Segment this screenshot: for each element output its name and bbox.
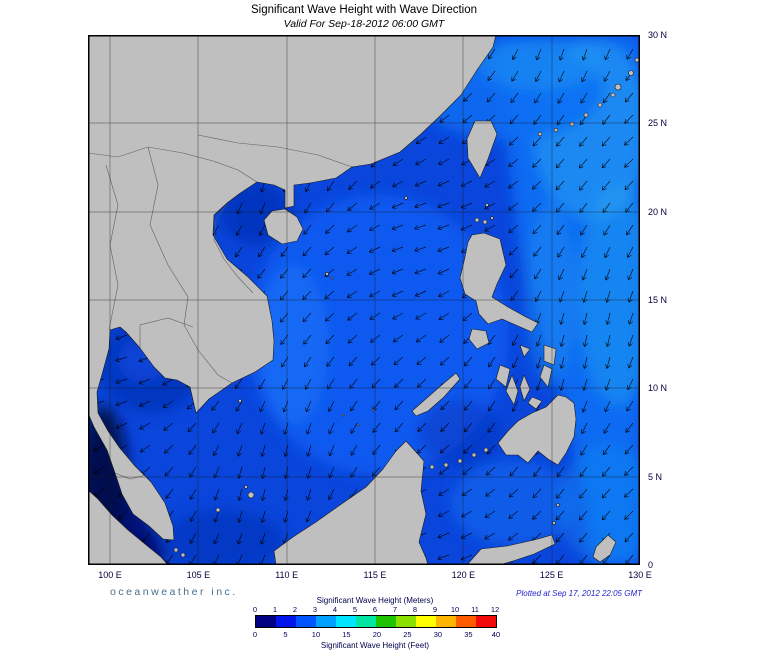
- legend-feet-tick: 15: [342, 630, 351, 639]
- legend-feet-ticks: 0 5 10 15 20 25 30 35 40: [252, 630, 500, 639]
- land-hainan: [263, 208, 304, 245]
- land-layer: [88, 35, 640, 565]
- land-luzon: [459, 232, 539, 333]
- legend-meters-tick: 7: [392, 605, 398, 614]
- legend-meters-ticks: 0 1 2 3 4 5 6 7 8 9 10 11 12: [252, 605, 499, 614]
- lat-label: 15 N: [648, 294, 668, 305]
- land-negros: [505, 374, 519, 406]
- lat-label: 5 N: [648, 471, 663, 482]
- lat-label: 20 N: [648, 206, 668, 217]
- legend-colorbar: [255, 615, 497, 628]
- lat-label: 10 N: [648, 383, 668, 394]
- legend-feet-tick: 5: [283, 630, 288, 639]
- lat-label: 30 N: [648, 30, 668, 40]
- lon-label: 120 E: [451, 570, 476, 580]
- legend-feet-tick: 40: [491, 630, 501, 639]
- legend-meters-tick: 11: [471, 605, 479, 614]
- legend-feet-tick: 30: [433, 630, 443, 639]
- legend-color-segment: [376, 616, 396, 627]
- legend-color-segment: [336, 616, 356, 627]
- legend-meters-label: Significant Wave Height (Meters): [316, 596, 434, 605]
- legend-meters-tick: 1: [272, 605, 278, 614]
- legend-feet-tick: 0: [252, 630, 258, 639]
- land-halmahera: [592, 534, 617, 563]
- lon-label: 130 E: [628, 570, 652, 580]
- grid-layer: [88, 35, 640, 565]
- map-border: [88, 35, 640, 565]
- legend-color-segment: [416, 616, 436, 627]
- lat-label: 0: [648, 559, 654, 570]
- branding-text: oceanweather inc.: [110, 586, 238, 598]
- legend-meters-tick: 4: [332, 605, 338, 614]
- legend-meters-tick: 10: [450, 605, 460, 614]
- legend-feet-label: Significant Wave Height (Feet): [320, 641, 430, 650]
- land-borneo: [273, 440, 429, 565]
- legend-feet-tick: 10: [311, 630, 321, 639]
- land-sumatra: [88, 489, 169, 565]
- lon-label: 105 E: [186, 570, 211, 580]
- land-bohol: [527, 396, 543, 410]
- legend-meters-tick: 2: [292, 605, 298, 614]
- land-mainland-asia: [88, 35, 497, 541]
- legend-meters-tick: 3: [312, 605, 318, 614]
- wave-map-canvas: [88, 35, 640, 565]
- land-leyte: [539, 364, 553, 388]
- legend-feet-tick: 35: [464, 630, 473, 639]
- legend-meters-tick: 8: [412, 605, 418, 614]
- land-mindoro: [468, 328, 490, 350]
- legend-color-segment: [476, 616, 496, 627]
- legend-color-segment: [296, 616, 316, 627]
- legend-meters-tick: 12: [490, 605, 500, 614]
- lon-label: 100 E: [98, 570, 122, 580]
- legend-feet-tick: 25: [403, 630, 412, 639]
- land-panay: [495, 364, 511, 388]
- lon-label: 115 E: [363, 570, 387, 580]
- land-mindanao: [497, 394, 577, 466]
- wave-map: [88, 35, 640, 565]
- legend-color-segment: [396, 616, 416, 627]
- legend-meters-tick: 5: [352, 605, 358, 614]
- lat-label: 25 N: [648, 118, 668, 129]
- legend-feet-tick: 20: [372, 630, 382, 639]
- small-islands: [173, 57, 640, 558]
- land-sulawesi: [466, 534, 556, 565]
- legend-color-segment: [456, 616, 476, 627]
- legend-color-segment: [436, 616, 456, 627]
- legend-color-segment: [276, 616, 296, 627]
- legend-meters-tick: 6: [372, 605, 378, 614]
- legend-color-segment: [316, 616, 336, 627]
- lon-label: 110 E: [275, 570, 299, 580]
- lon-label: 125 E: [539, 570, 564, 580]
- legend-color-segment: [356, 616, 376, 627]
- land-palawan: [411, 372, 461, 417]
- legend-meters-tick: 9: [432, 605, 438, 614]
- plot-timestamp: Plotted at Sep 17, 2012 22:05 GMT: [516, 589, 642, 598]
- land-masbate: [519, 344, 531, 358]
- page-title: Significant Wave Height with Wave Direct…: [250, 4, 478, 16]
- legend-meters-tick: 0: [252, 605, 258, 614]
- legend-color-segment: [256, 616, 276, 627]
- valid-time-subtitle: Valid For Sep-18-2012 06:00 GMT: [283, 18, 445, 30]
